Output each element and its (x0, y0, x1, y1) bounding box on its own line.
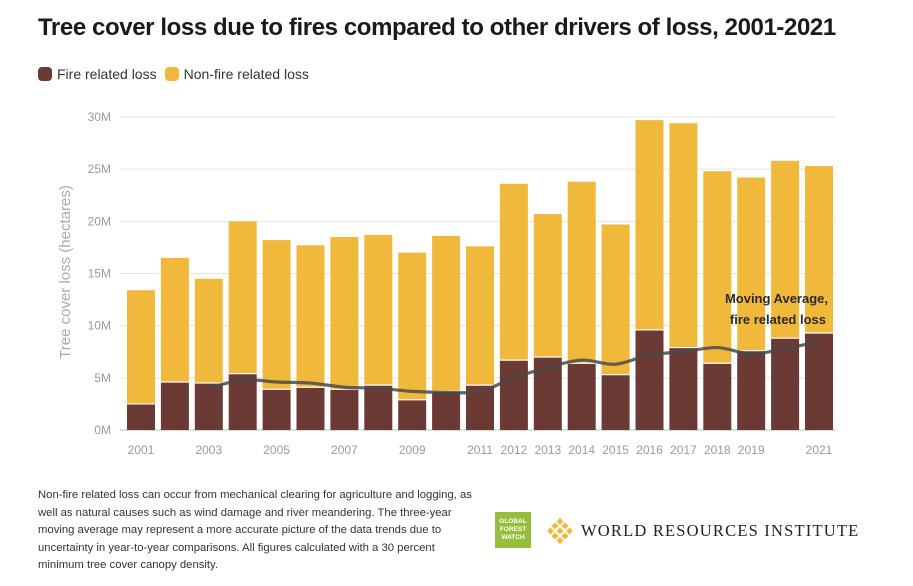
legend-swatch-fire (38, 67, 52, 81)
bar-nonfire-2014 (567, 181, 596, 364)
bar-fire-2012 (499, 360, 528, 430)
bar-nonfire-2007 (330, 236, 359, 390)
bar-nonfire-2003 (194, 278, 223, 384)
bar-nonfire-2021 (805, 166, 833, 333)
x-tick-label: 2014 (568, 443, 595, 457)
moving-average-annotation-line2: fire related loss (730, 312, 826, 327)
bar-fire-2016 (635, 329, 664, 430)
bar-nonfire-2019 (737, 177, 766, 351)
bar-nonfire-2020 (771, 160, 800, 339)
legend-label-fire: Fire related loss (57, 66, 157, 82)
stacked-bar-chart: 0M 5M 10M 15M 20M 25M 30M 2001 2003 2005 2007 2009… (57, 110, 836, 457)
bar-nonfire-2011 (466, 246, 494, 386)
y-tick-label: 15M (88, 267, 111, 281)
x-tick-label: 2003 (195, 443, 222, 457)
bar-fire-2006 (296, 387, 325, 430)
bar-nonfire-2001 (127, 290, 155, 404)
legend-swatch-nonfire (164, 67, 179, 81)
bar-nonfire-2002 (160, 257, 189, 383)
y-tick-label: 20M (88, 214, 111, 228)
bar-fire-2001 (127, 403, 155, 430)
global-forest-watch-logo: GLOBAL FOREST WATCH (495, 512, 531, 548)
bar-nonfire-2018 (703, 171, 732, 364)
bar-nonfire-2008 (364, 234, 393, 386)
bar-fire-2014 (567, 363, 596, 430)
bar-fire-2018 (703, 363, 732, 430)
footnote: Non-fire related loss can occur from mec… (38, 489, 472, 571)
bar-fire-2007 (330, 389, 359, 430)
legend-label-nonfire: Non-fire related loss (183, 66, 309, 82)
bar-nonfire-2009 (398, 252, 427, 400)
legend-item-fire: Fire related loss (38, 66, 157, 82)
x-tick-label: 2015 (602, 443, 629, 457)
x-axis-ticks: 2001 2003 2005 2007 2009 2011 2012 2013 2014 2015… (128, 443, 833, 457)
x-tick-label: 2009 (399, 443, 426, 457)
y-tick-label: 5M (94, 371, 111, 385)
bar-fire-2017 (669, 347, 698, 430)
bar-nonfire-2006 (296, 245, 325, 388)
gfw-logo-line1: GLOBAL (499, 518, 527, 525)
bar-fire-2019 (737, 350, 766, 430)
gfw-logo-line2: FOREST (499, 526, 527, 533)
wri-emblem-icon (547, 518, 573, 544)
bar-fire-2005 (262, 389, 291, 430)
x-tick-label: 2001 (128, 443, 155, 457)
x-tick-label: 2016 (636, 443, 663, 457)
bar-nonfire-2012 (499, 183, 528, 361)
y-axis-label: Tree cover loss (hectares) (57, 185, 74, 359)
bar-fire-2021 (805, 332, 833, 430)
y-tick-label: 10M (88, 319, 111, 333)
y-tick-label: 30M (88, 110, 111, 124)
moving-average-line (207, 339, 821, 395)
world-resources-institute-logo: WORLD RESOURCES INSTITUTE (547, 518, 859, 544)
x-tick-label: 2007 (331, 443, 358, 457)
bar-nonfire-2004 (228, 221, 257, 374)
bar-nonfire-2005 (262, 240, 291, 390)
legend-item-nonfire: Non-fire related loss (164, 66, 309, 82)
y-tick-label: 25M (88, 162, 111, 176)
y-axis-ticks: 0M 5M 10M 15M 20M 25M 30M (88, 110, 111, 437)
chart-legend: Fire related loss Non-fire related loss (38, 66, 311, 82)
bar-fire-2010 (432, 391, 461, 430)
x-tick-label: 2013 (534, 443, 561, 457)
chart-title: Tree cover loss due to fires compared to… (38, 14, 836, 41)
bar-nonfire-2017 (669, 123, 698, 348)
gfw-logo-line3: WATCH (501, 534, 525, 541)
bar-fire-2002 (160, 382, 189, 430)
x-tick-label: 2019 (738, 443, 765, 457)
x-tick-label: 2005 (263, 443, 290, 457)
x-tick-label: 2017 (670, 443, 697, 457)
bar-fire-2008 (364, 385, 393, 430)
bar-fire-2003 (194, 383, 223, 430)
moving-average-annotation-line1: Moving Average, (725, 291, 828, 306)
x-tick-label: 2021 (806, 443, 833, 457)
bar-nonfire-2016 (635, 120, 664, 330)
wri-logo-text: WORLD RESOURCES INSTITUTE (581, 521, 860, 540)
x-tick-label: 2012 (501, 443, 528, 457)
bar-fire-2020 (771, 338, 800, 430)
bar-nonfire-2010 (432, 235, 461, 392)
x-tick-label: 2018 (704, 443, 731, 457)
bar-nonfire-2015 (601, 224, 630, 375)
bar-fire-2015 (601, 374, 630, 430)
bar-fire-2009 (398, 399, 427, 430)
bar-nonfire-2013 (533, 214, 562, 357)
bars (127, 120, 833, 430)
y-tick-label: 0M (94, 423, 111, 437)
x-tick-label: 2011 (467, 443, 493, 457)
